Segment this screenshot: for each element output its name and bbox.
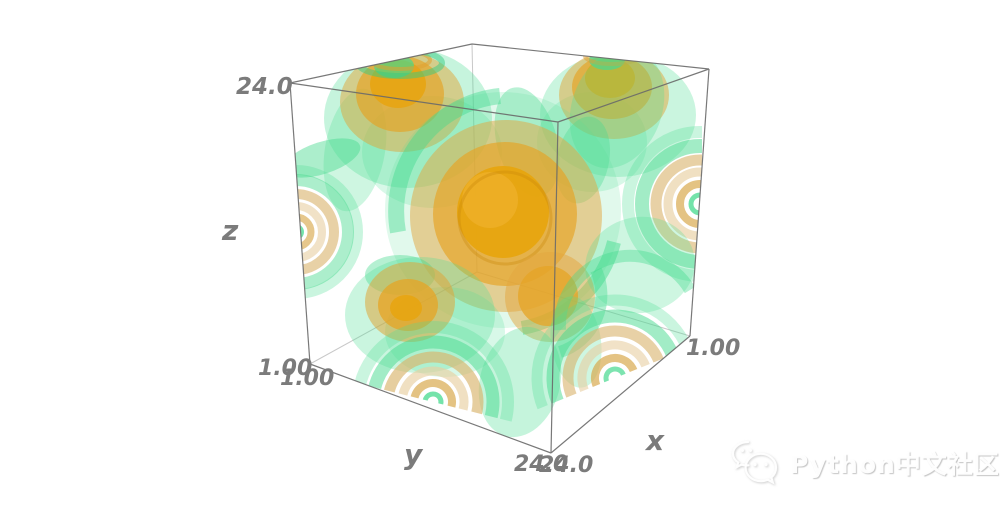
watermark: Python中文社区 [726,437,1000,489]
tick-y-min: 1.00 [280,366,335,391]
axis-label-x: x [646,424,665,457]
tick-x-far: 1.00 [686,336,741,361]
isosurface-center-blob [385,88,621,358]
tick-y-max: 24.0 [514,452,569,477]
isosurface-mid-right-sheet [553,216,696,331]
watermark-text: Python中文社区 [790,450,1000,479]
wechat-icon [731,440,778,485]
isosurface-left-rings [295,165,363,299]
axis-label-z: z [222,214,239,247]
isosurface-left-band [290,138,361,178]
tick-x-near: 24.0 [539,453,594,478]
axis-label-y: y [404,438,423,471]
isosurface-bottom-left-arch [354,321,514,422]
tick-z-min: 1.00 [258,356,313,381]
cube-front-edges [289,43,710,454]
tick-z-max: 24.0 [236,74,293,100]
